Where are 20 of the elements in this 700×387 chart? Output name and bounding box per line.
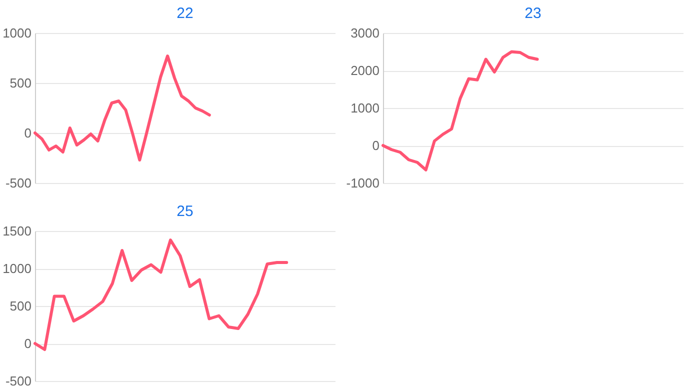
y-tick-label: 1000 xyxy=(2,26,32,40)
chart-title: 22 xyxy=(176,5,194,22)
y-tick-label: 1000 xyxy=(2,261,32,276)
line-series xyxy=(34,238,288,351)
y-tick-label: 1000 xyxy=(350,100,380,116)
chart-title: 25 xyxy=(176,203,194,220)
chart-title: 23 xyxy=(524,5,542,22)
y-tick-label: -1000 xyxy=(346,176,380,190)
line-series xyxy=(34,54,211,162)
y-tick-label: -500 xyxy=(5,176,32,190)
y-tick-label: 2000 xyxy=(350,63,380,78)
y-tick-label: 0 xyxy=(372,138,380,153)
y-tick-label: 500 xyxy=(10,76,32,90)
y-tick-label: 3000 xyxy=(350,26,380,40)
line-series xyxy=(382,50,539,172)
y-tick-label: -500 xyxy=(5,374,32,387)
y-tick-label: 500 xyxy=(10,298,32,314)
y-tick-label: 0 xyxy=(24,336,32,351)
y-tick-label: 0 xyxy=(24,126,32,140)
y-tick-label: 1500 xyxy=(2,224,32,238)
